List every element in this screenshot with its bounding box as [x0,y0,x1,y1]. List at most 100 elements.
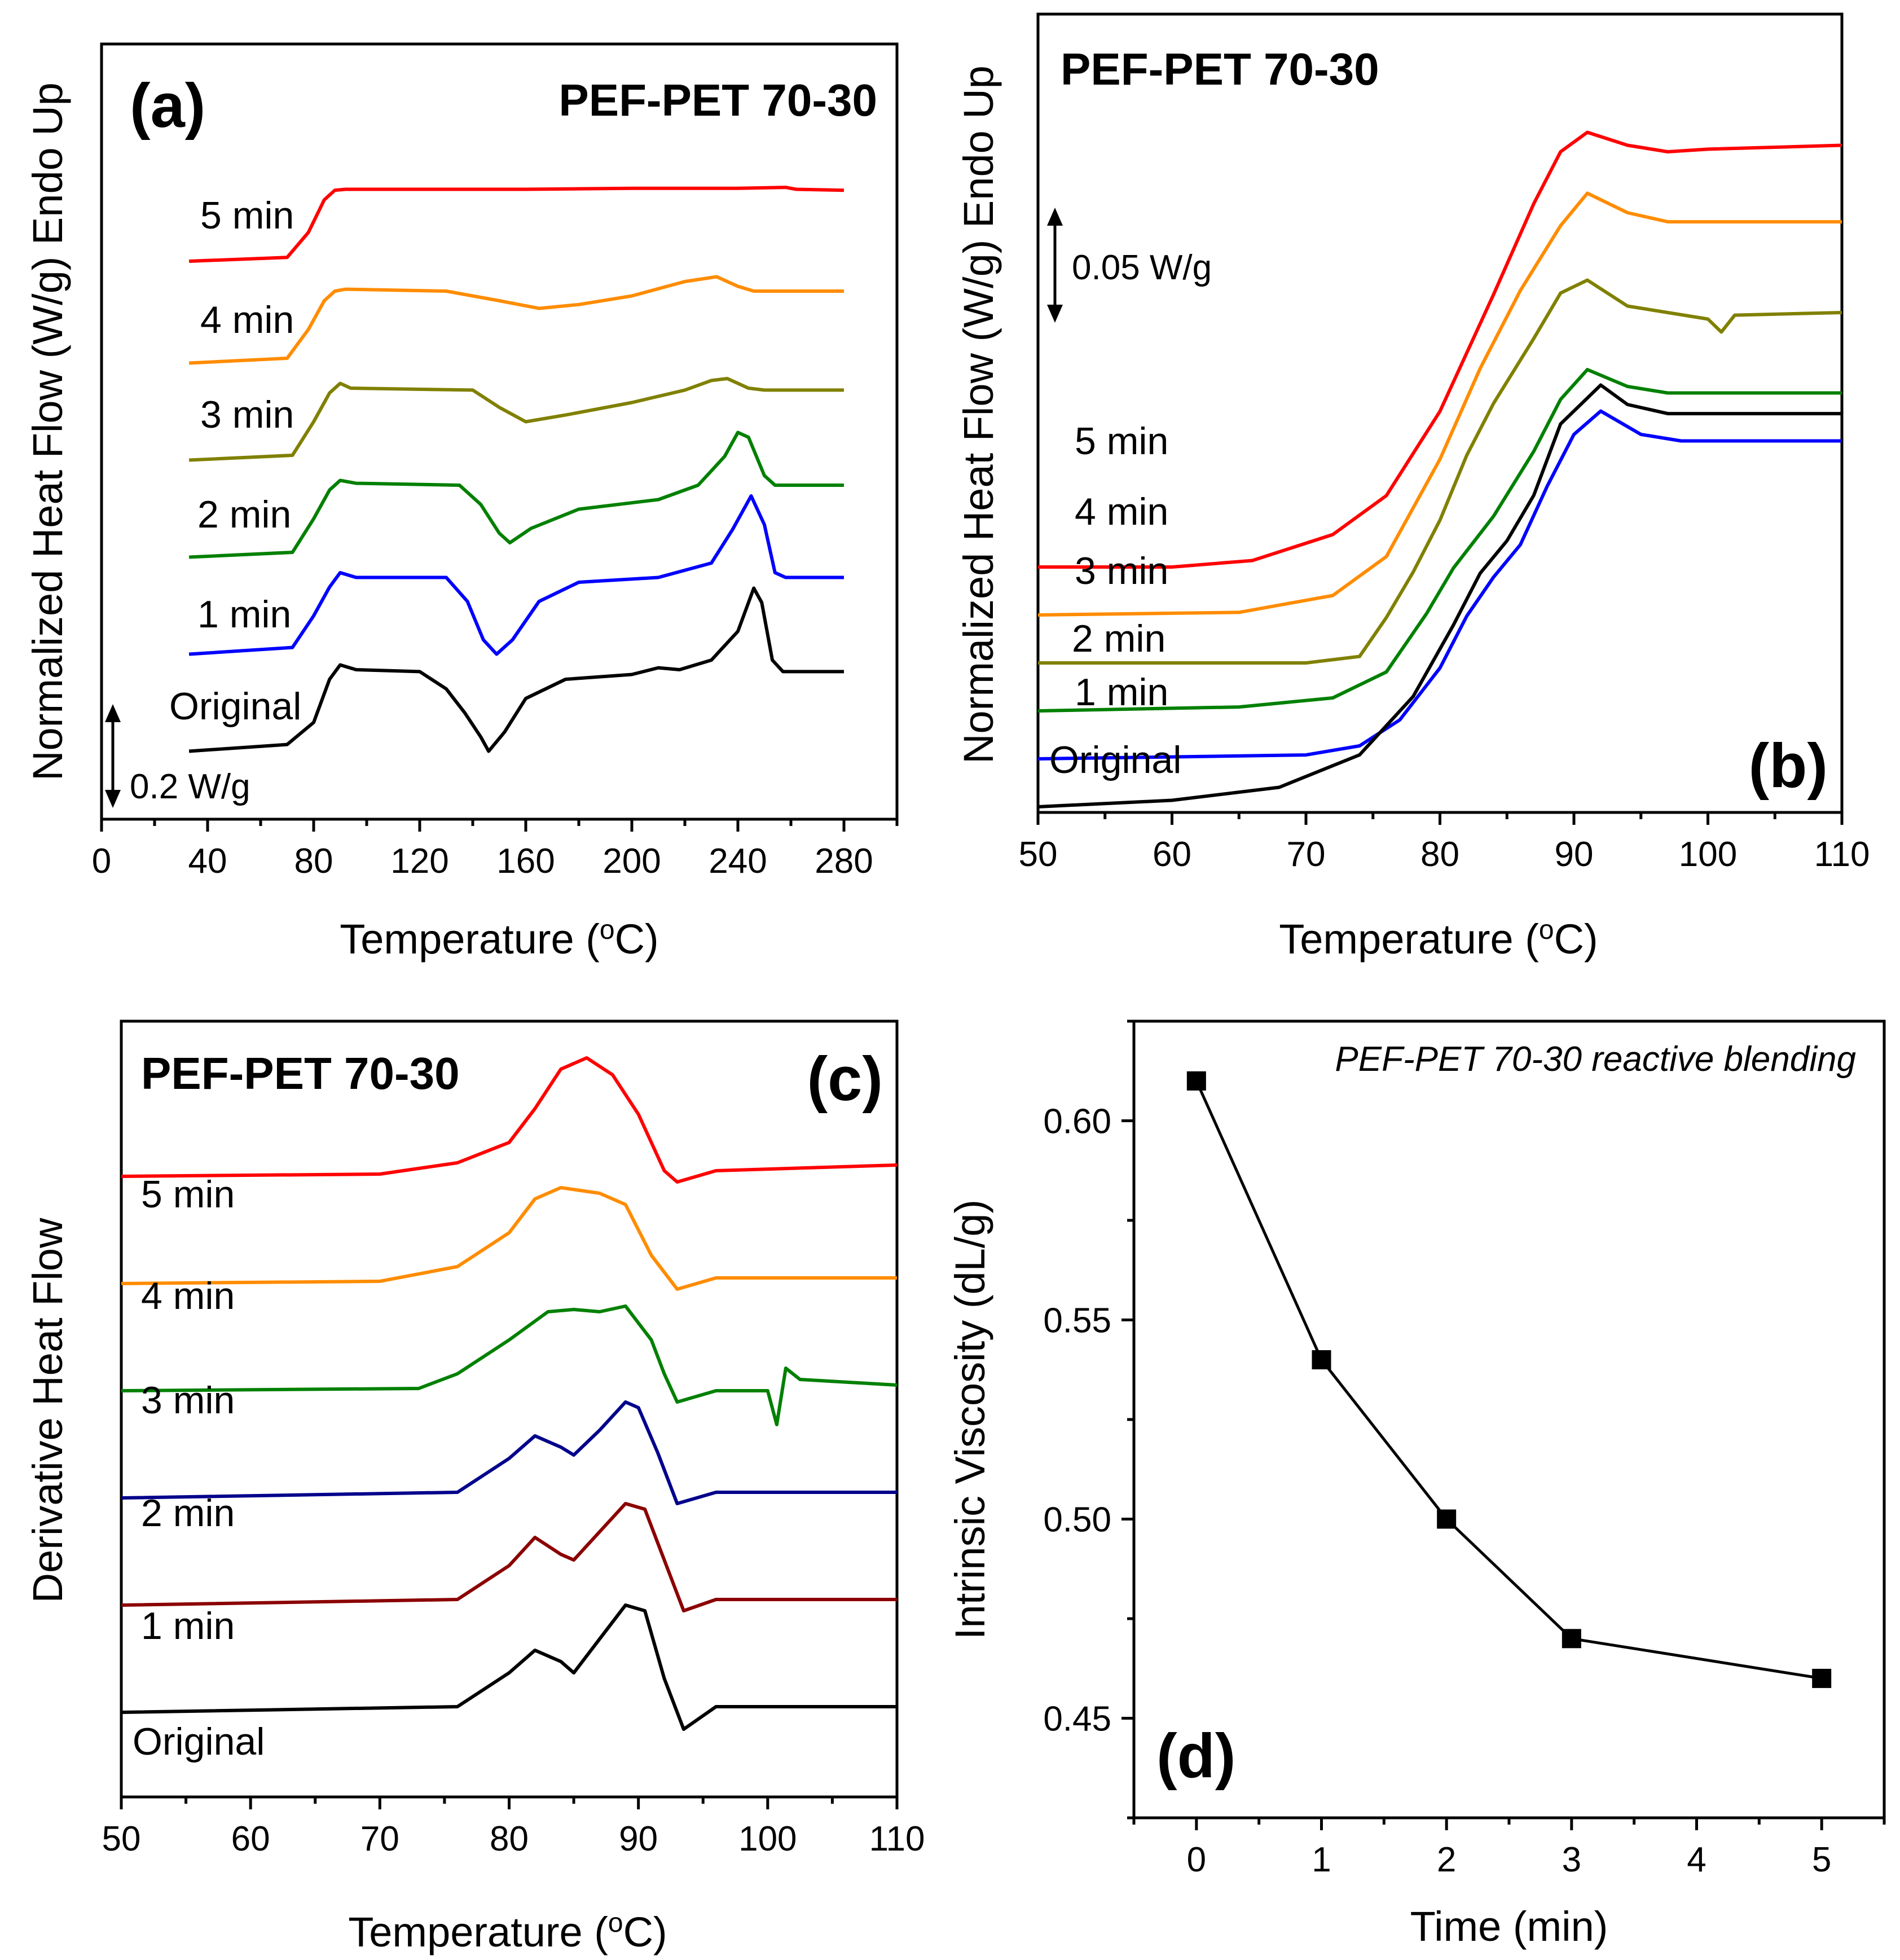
panel-b-series-labels: 5 min 4 min 3 min 2 min 1 min Original [1049,420,1181,781]
panel-c-series-labels: 5 min 4 min 3 min 2 min 1 min Original [133,1173,265,1763]
x-tick-label: 0 [1187,1840,1206,1879]
panel-a-label: (a) [130,71,205,140]
panel-c-curves [121,1056,898,1731]
series-label-original: Original [169,685,301,728]
curve-4-min [121,1186,897,1291]
panel-a-frame [100,42,899,821]
panel-d-ylabel: Intrinsic Viscosity (dL/g) [947,1199,993,1640]
viscosity-line [1195,1080,1822,1680]
x-tick-label: 110 [1814,835,1870,874]
series-label-2-min: 2 min [197,493,291,536]
scale-bar-arrow-down [1047,305,1063,323]
panel-b-xlabel: Temperature (oC) [1279,915,1598,963]
panel-b-scale-bar: 0.05 W/g [1047,208,1212,323]
panel-a-xlabel: Temperature (oC) [340,915,658,963]
series-label-5-min: 5 min [200,194,294,237]
curve-3-min [188,377,844,462]
series-label-1-min: 1 min [1075,671,1168,714]
x-tick-label: 0 [92,842,111,881]
y-tick-label: 0.55 [1043,1302,1111,1341]
series-label-original: Original [1049,739,1181,781]
panel-c-xlabel: Temperature (oC) [348,1908,667,1956]
y-tick-label: 0.45 [1043,1700,1111,1739]
y-tick-label: 0.50 [1043,1501,1111,1540]
panel-a-scale-bar: 0.2 W/g [105,704,250,808]
panel-a-curves [188,186,845,753]
panel-b: PEF-PET 70-30 (b) 5 min 4 min 3 min 2 min 1 … [955,12,1870,963]
series-label-1-min: 1 min [141,1605,235,1647]
panel-b-ylabel: Normalized Heat Flow (W/g) Endo Up [955,65,1002,764]
panel-a-x-ticks: 0 40 80 120 160 200 240 280 [92,819,899,881]
panel-d-series-line [1195,1080,1822,1680]
y-tick-label: 0.60 [1043,1102,1111,1141]
curve-original [1037,383,1842,808]
x-tick-label: 40 [188,842,227,881]
panel-d-label: (d) [1156,1721,1235,1791]
curve-2-min [188,430,844,559]
series-label-4-min: 4 min [200,298,294,341]
panel-b-title: PEF-PET 70-30 [1061,44,1379,94]
curve-5-min [188,186,845,263]
x-tick-label: 60 [1153,835,1191,874]
curve-4-min [188,275,844,365]
panel-a-title: PEF-PET 70-30 [558,75,877,125]
curve-original [121,1603,897,1731]
series-label-2-min: 2 min [141,1492,235,1535]
scale-bar-arrow-up [105,704,121,722]
panel-c-x-ticks: 50 60 70 80 90 100 110 [102,1797,925,1858]
x-tick-label: 90 [1555,835,1594,874]
x-tick-label: 110 [869,1820,925,1858]
x-tick-label: 2 [1437,1840,1456,1879]
panel-a-scale-bar-label: 0.2 W/g [130,767,250,806]
series-label-3-min: 3 min [1075,550,1168,592]
panel-b-scale-bar-label: 0.05 W/g [1072,248,1212,287]
x-tick-label: 70 [360,1820,399,1858]
data-point [1812,1668,1832,1688]
x-tick-label: 120 [390,842,448,881]
panel-a: (a) PEF-PET 70-30 5 min 4 min 3 min 2 min 1 … [24,42,899,963]
curve-5-min [1038,130,1842,569]
curve-1-min [121,1502,897,1612]
panel-d-frame [1132,1019,1886,1820]
panel-d-y-ticks: 0.45 0.50 0.55 0.60 [1043,1019,1134,1820]
x-tick-label: 90 [619,1820,658,1858]
x-tick-label: 80 [490,1820,529,1858]
series-label-3-min: 3 min [200,393,294,436]
x-tick-label: 200 [602,842,661,881]
curve-5-min [121,1056,898,1184]
panel-a-ylabel: Normalized Heat Flow (W/g) Endo Up [24,82,71,781]
x-tick-label: 100 [738,1820,797,1858]
panel-c-title: PEF-PET 70-30 [141,1048,460,1098]
panel-d-title: PEF-PET 70-30 reactive blending [1335,1040,1856,1079]
x-tick-label: 160 [496,842,555,881]
series-label-2-min: 2 min [1072,617,1165,660]
data-point [1312,1350,1331,1370]
series-label-1-min: 1 min [197,593,291,636]
curve-1-min [1037,409,1842,761]
panel-c-label: (c) [807,1044,883,1114]
x-tick-label: 50 [1019,835,1058,874]
curve-4-min [1037,191,1842,617]
panel-c-ylabel: Derivative Heat Flow [24,1218,71,1603]
panel-b-x-ticks: 50 60 70 80 90 100 110 [1019,812,1870,874]
curve-3-min [1038,278,1842,665]
x-tick-label: 4 [1687,1840,1706,1879]
scale-bar-arrow-up [1047,208,1063,226]
x-tick-label: 50 [102,1820,141,1858]
panel-d-x-ticks: 0 1 2 3 4 5 [1132,1818,1886,1879]
curve-2-min [121,1400,897,1505]
panel-d-points [1186,1071,1832,1688]
curve-1-min [188,494,844,656]
panel-a-series-labels: 5 min 4 min 3 min 2 min 1 min Original [169,194,301,728]
x-tick-label: 80 [294,842,333,881]
data-point [1562,1629,1581,1649]
x-tick-label: 3 [1562,1840,1581,1879]
series-label-3-min: 3 min [141,1379,235,1422]
x-tick-label: 5 [1812,1840,1831,1879]
data-point [1186,1071,1206,1091]
x-tick-label: 280 [815,842,873,881]
panel-d: PEF-PET 70-30 reactive blending (d) 0 1 2 3… [947,1019,1886,1950]
panel-d-xlabel: Time (min) [1410,1903,1608,1950]
scale-bar-arrow-down [105,790,121,808]
